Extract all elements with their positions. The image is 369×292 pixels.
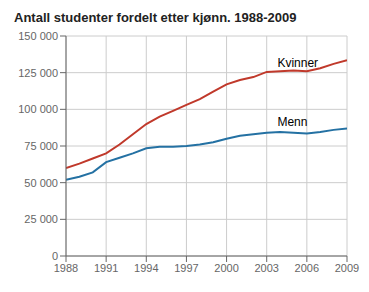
svg-text:2000: 2000 <box>214 262 238 274</box>
svg-text:1991: 1991 <box>94 262 118 274</box>
svg-text:100 000: 100 000 <box>18 103 58 115</box>
svg-text:1997: 1997 <box>174 262 198 274</box>
svg-text:125 000: 125 000 <box>18 67 58 79</box>
svg-text:25 000: 25 000 <box>24 213 58 225</box>
svg-text:Menn: Menn <box>277 115 307 129</box>
svg-text:0: 0 <box>52 250 58 262</box>
svg-text:2006: 2006 <box>295 262 319 274</box>
svg-text:2003: 2003 <box>254 262 278 274</box>
svg-text:1994: 1994 <box>134 262 158 274</box>
svg-text:150 000: 150 000 <box>18 30 58 42</box>
svg-text:Kvinner: Kvinner <box>277 56 318 70</box>
svg-text:75 000: 75 000 <box>24 140 58 152</box>
html-text:Antall studenter fordelt etter: Antall studenter fordelt etter kjønn. 19… <box>14 10 297 25</box>
svg-text:1988: 1988 <box>54 262 78 274</box>
svg-text:2009: 2009 <box>335 262 359 274</box>
svg-text:50 000: 50 000 <box>24 177 58 189</box>
